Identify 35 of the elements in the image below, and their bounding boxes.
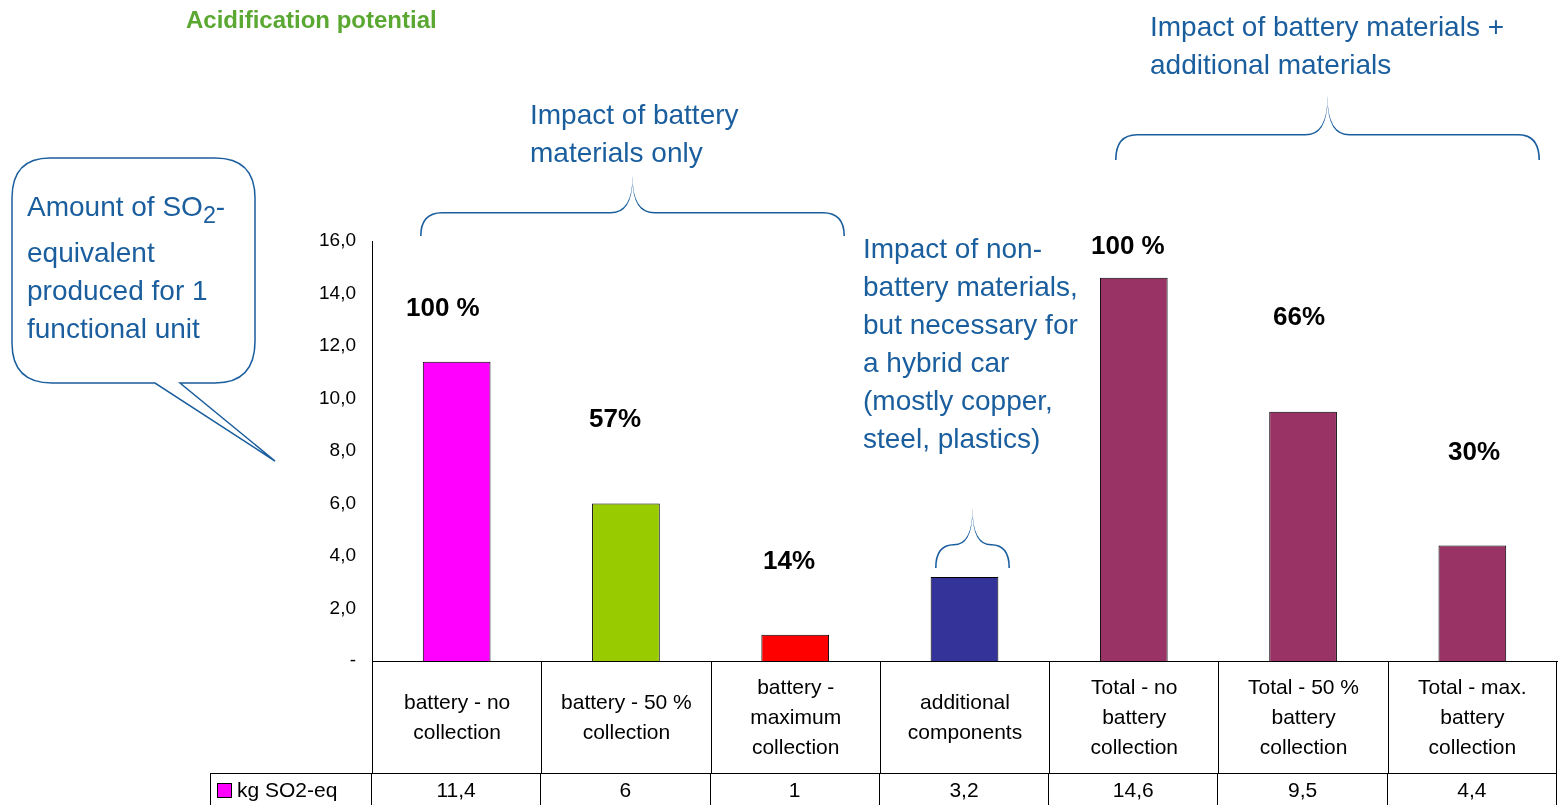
data-label: 9,5 xyxy=(1218,773,1388,805)
annotation: 14% xyxy=(763,545,816,576)
data-label: 14,6 xyxy=(1049,773,1219,805)
legend-label: kg SO2-eq xyxy=(237,777,338,803)
data-label: 1 xyxy=(710,773,880,805)
annotation: 100 % xyxy=(1091,230,1165,261)
chart-title: Acidification potential xyxy=(186,6,437,34)
text: Impact of battery materials only xyxy=(530,98,740,170)
y-tick-label: 16,0 xyxy=(319,229,356,251)
data-label: 11,4 xyxy=(372,773,542,805)
data-label: 3,2 xyxy=(879,773,1050,805)
x-tick-label: Total - max. battery collection xyxy=(1387,661,1557,773)
y-tick-label: 2,0 xyxy=(329,596,356,618)
x-tick-label: additional components xyxy=(879,661,1050,773)
x-tick-label: battery - maximum collection xyxy=(710,661,880,773)
y-tick-label: - xyxy=(349,649,356,671)
y-tick-label: 12,0 xyxy=(319,334,356,356)
y-tick-label: 4,0 xyxy=(329,544,356,566)
x-tick-label: Total - no battery collection xyxy=(1049,661,1219,773)
y-tick-label: 14,0 xyxy=(319,281,356,303)
annotation: 57% xyxy=(589,403,642,434)
data-label: 6 xyxy=(541,773,711,805)
x-tick-label: battery - no collection xyxy=(372,661,542,773)
y-tick-label: 6,0 xyxy=(329,491,356,513)
text: Amount of SO$_{2}$-equivalent produced for 1 functional unit xyxy=(27,191,226,344)
x-tick-label: Total - 50 % battery collection xyxy=(1218,661,1388,773)
annotation: 66% xyxy=(1273,301,1326,332)
annotation: Impact of non-battery materials, but necessary for a hybrid car (mostly copper, steel, plastics) xyxy=(863,232,1079,456)
annotation: 30% xyxy=(1448,436,1501,467)
annotation: 100 % xyxy=(406,292,480,323)
data-label: 4,4 xyxy=(1387,773,1557,805)
y-tick-label: 10,0 xyxy=(319,386,356,408)
y-tick-label: 8,0 xyxy=(329,439,356,461)
text: Impact of battery materials + additional materials xyxy=(1150,10,1506,82)
x-tick-label: battery - 50 % collection xyxy=(541,661,711,773)
